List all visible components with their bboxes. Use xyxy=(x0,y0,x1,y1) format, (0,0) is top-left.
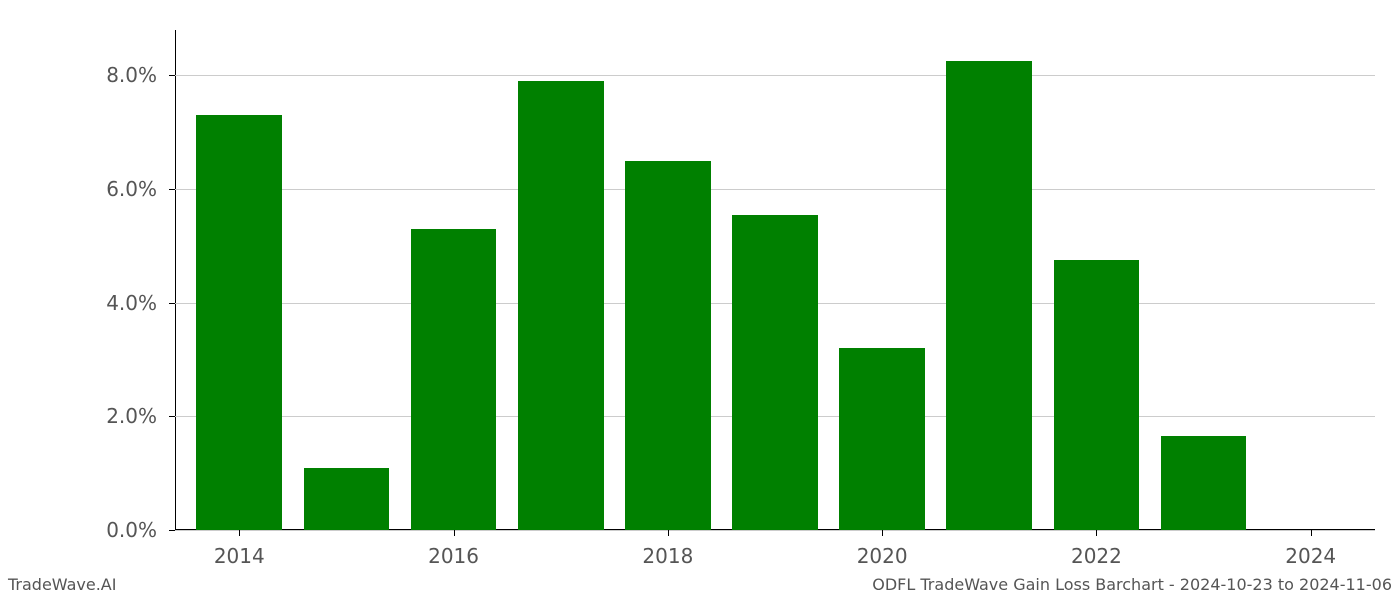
bar xyxy=(946,61,1032,530)
x-tick-mark xyxy=(882,530,883,536)
y-tick-label: 8.0% xyxy=(106,63,157,87)
y-tick-mark xyxy=(169,75,175,76)
chart-container: 0.0% 2.0% 4.0% 6.0% 8.0% 2014 2016 2018 2020 2022… xyxy=(0,0,1400,600)
y-gridline xyxy=(175,75,1375,76)
bar xyxy=(625,161,711,530)
y-axis-spine xyxy=(175,30,176,530)
x-tick-mark xyxy=(454,530,455,536)
y-tick-mark xyxy=(169,189,175,190)
x-tick-label: 2020 xyxy=(857,544,908,568)
bar xyxy=(732,215,818,530)
y-tick-mark xyxy=(169,530,175,531)
bar xyxy=(1161,436,1247,530)
bar xyxy=(1054,260,1140,530)
footer-right: ODFL TradeWave Gain Loss Barchart - 2024… xyxy=(872,575,1392,594)
y-tick-mark xyxy=(169,303,175,304)
x-tick-label: 2024 xyxy=(1285,544,1336,568)
bar xyxy=(196,115,282,530)
x-tick-mark xyxy=(1096,530,1097,536)
y-tick-label: 2.0% xyxy=(106,404,157,428)
footer-left: TradeWave.AI xyxy=(8,575,116,594)
y-gridline xyxy=(175,189,1375,190)
x-tick-label: 2022 xyxy=(1071,544,1122,568)
x-tick-mark xyxy=(668,530,669,536)
bar xyxy=(518,81,604,530)
bar xyxy=(304,468,390,531)
bar xyxy=(411,229,497,530)
y-tick-label: 6.0% xyxy=(106,177,157,201)
x-tick-label: 2014 xyxy=(214,544,265,568)
y-gridline xyxy=(175,530,1375,531)
y-tick-mark xyxy=(169,416,175,417)
x-tick-label: 2016 xyxy=(428,544,479,568)
x-tick-label: 2018 xyxy=(642,544,693,568)
x-tick-mark xyxy=(239,530,240,536)
plot-area: 0.0%2.0%4.0%6.0%8.0%20142016201820202022… xyxy=(175,30,1375,530)
bar xyxy=(839,348,925,530)
y-tick-label: 0.0% xyxy=(106,518,157,542)
y-tick-label: 4.0% xyxy=(106,291,157,315)
x-tick-mark xyxy=(1311,530,1312,536)
